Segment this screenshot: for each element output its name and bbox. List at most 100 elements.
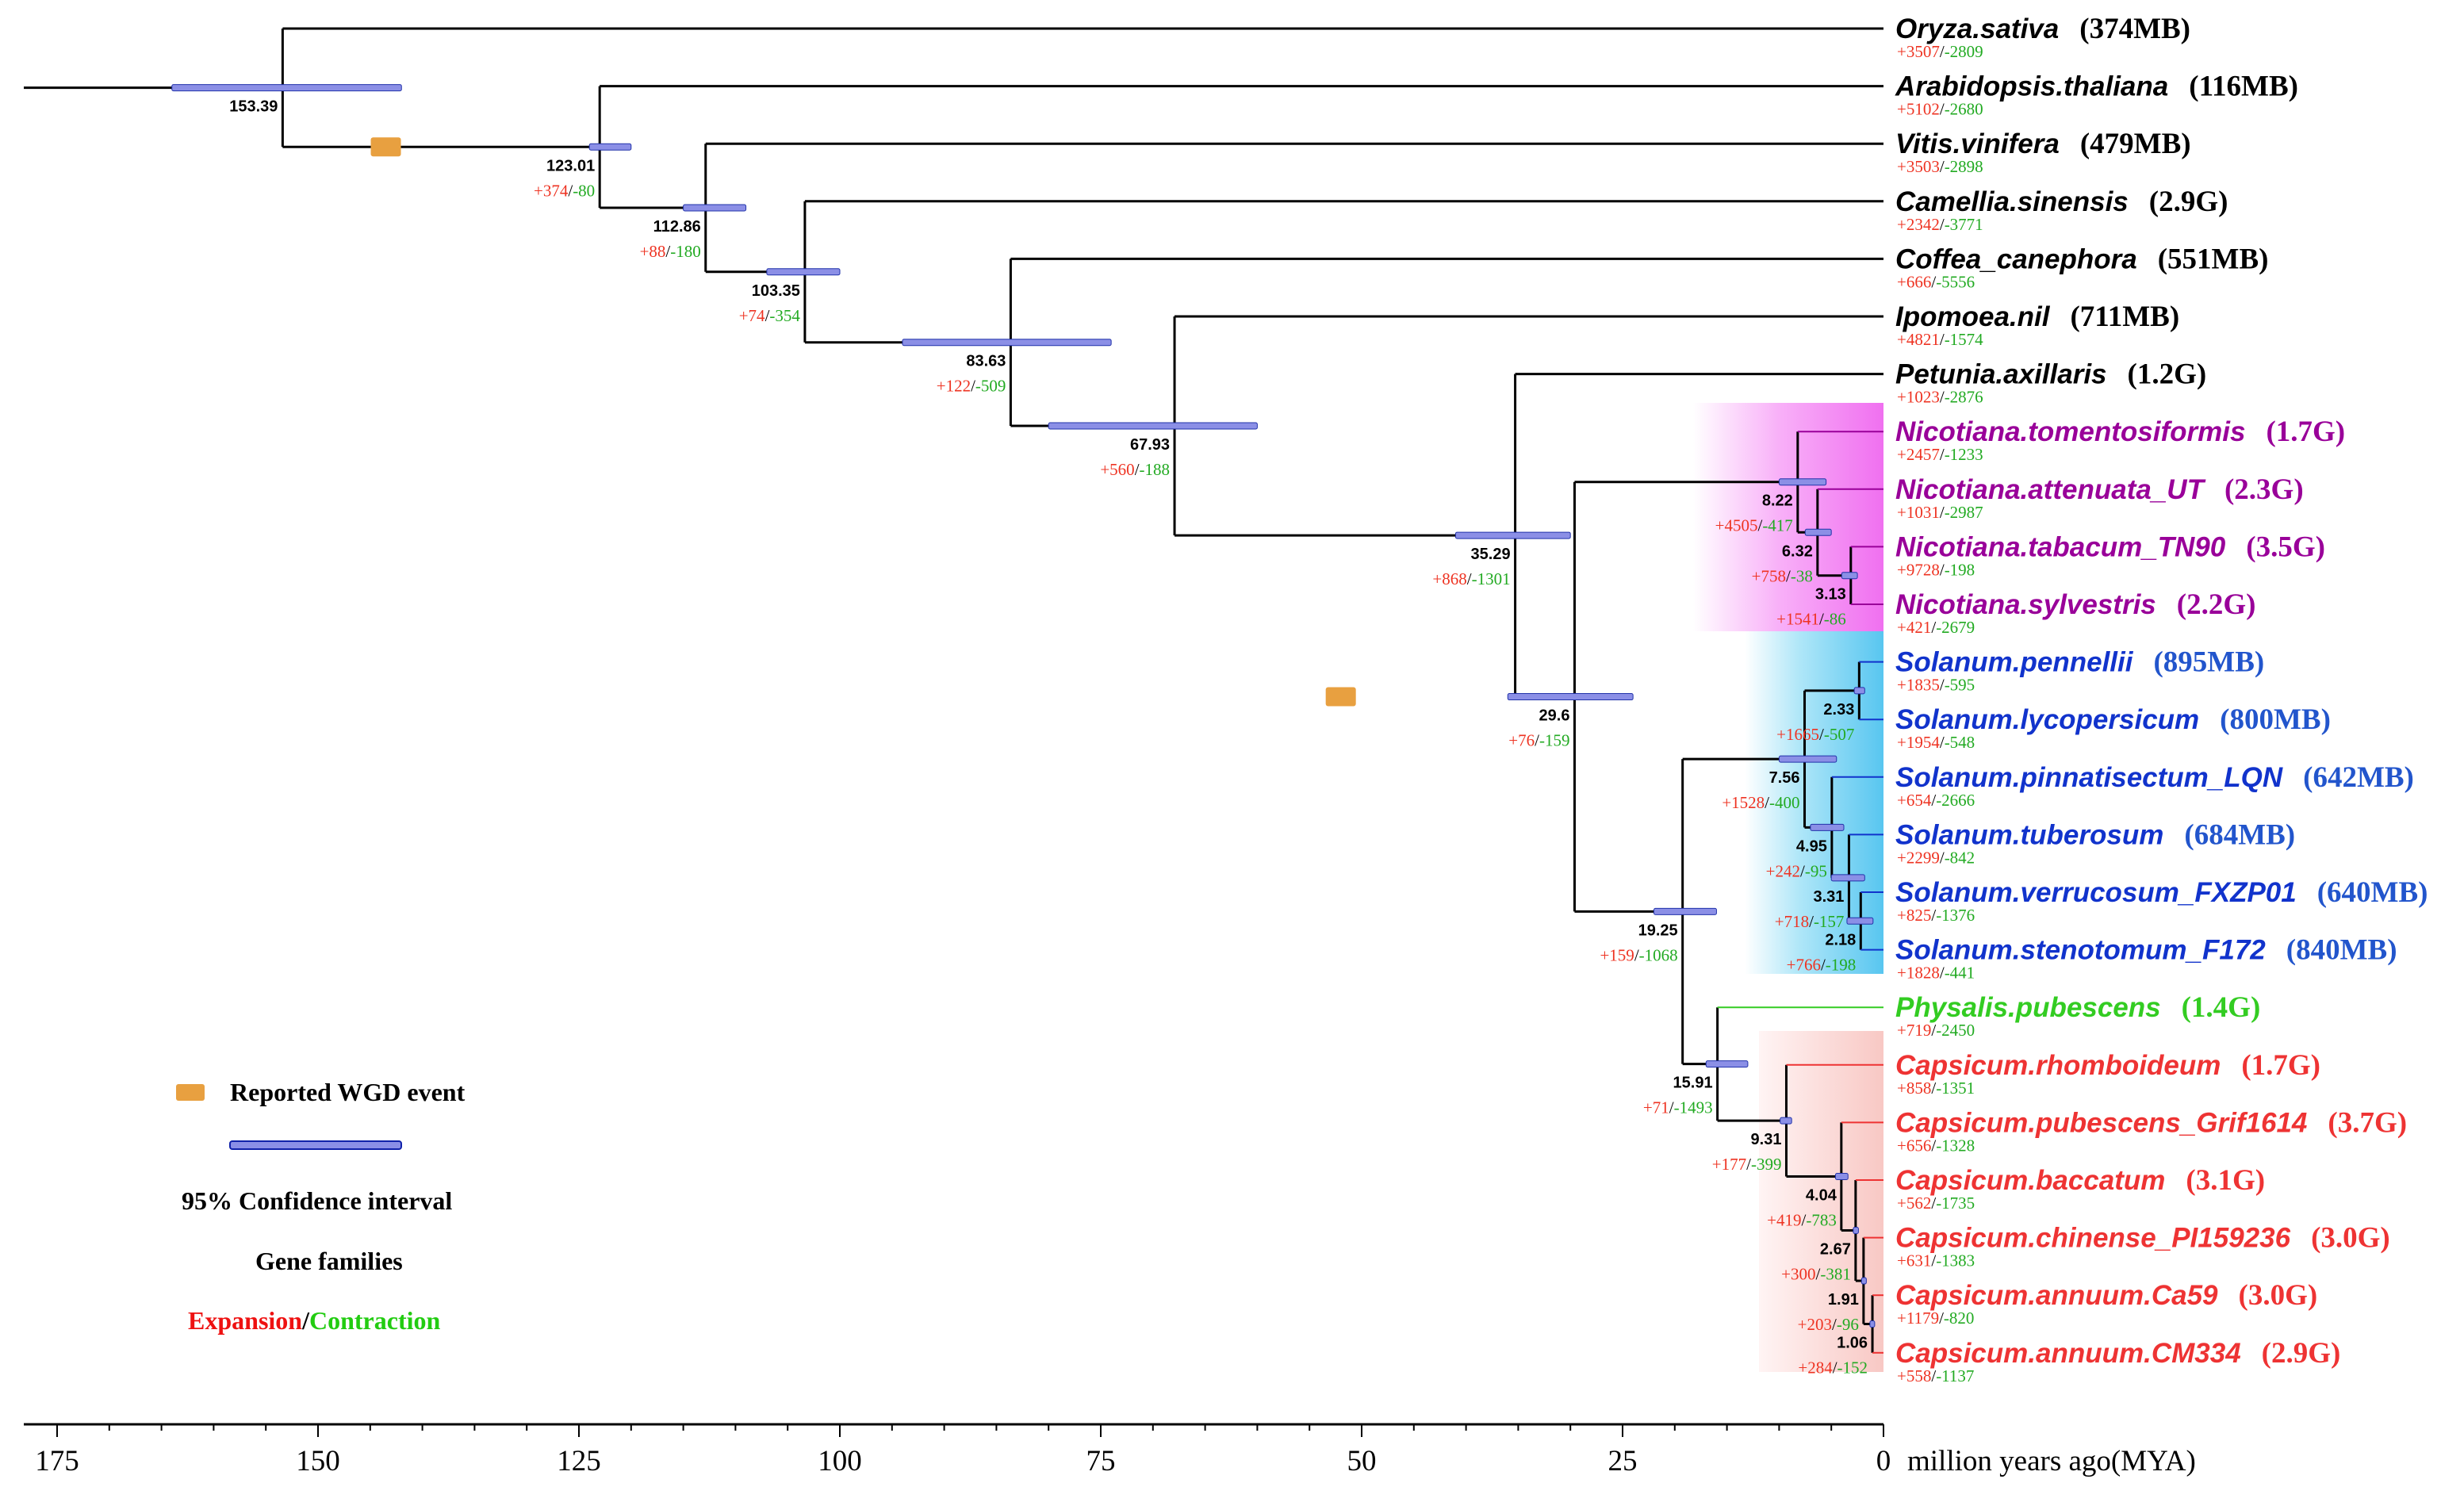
taxon-gene-families-6: +1023/-2876 xyxy=(1897,388,1983,407)
node-age-n7: 35.29 xyxy=(1471,546,1511,563)
taxon-gene-families-19: +656/-1328 xyxy=(1897,1136,1975,1155)
taxon-gene-families-8: +1031/-2987 xyxy=(1897,503,1983,522)
genome-size-17: (1.4G) xyxy=(2182,991,2261,1024)
legend-wgd-label: Reported WGD event xyxy=(230,1078,466,1106)
genome-size-20: (3.1G) xyxy=(2186,1164,2265,1197)
ci-bar-n1 xyxy=(171,84,402,92)
node-age-n9: 8.22 xyxy=(1762,492,1793,510)
taxon-name-20: Capsicum.baccatum xyxy=(1895,1165,2165,1196)
taxon-gene-families-2: +3503/-2898 xyxy=(1897,157,1983,176)
genome-size-19: (3.7G) xyxy=(2328,1106,2407,1139)
genome-size-0: (374MB) xyxy=(2079,13,2190,45)
node-gene-families-n4: +74/-354 xyxy=(739,306,801,325)
genome-size-4: (551MB) xyxy=(2158,243,2269,275)
taxon-gene-families-21: +631/-1383 xyxy=(1897,1251,1975,1270)
node-gene-families-n13: +1528/-400 xyxy=(1722,793,1799,812)
genome-size-9: (3.5G) xyxy=(2246,531,2325,563)
axis-tick-label-150: 150 xyxy=(296,1445,340,1477)
ci-bar-n6 xyxy=(1048,422,1258,430)
taxon-gene-families-22: +1179/-820 xyxy=(1897,1309,1974,1328)
node-age-n23: 1.06 xyxy=(1837,1335,1868,1352)
taxon-gene-families-4: +666/-5556 xyxy=(1897,272,1975,291)
ci-bar-n18 xyxy=(1846,917,1874,925)
genome-size-15: (640MB) xyxy=(2317,876,2428,909)
taxon-name-3: Camellia.sinensis xyxy=(1895,186,2129,217)
taxon-name-21: Capsicum.chinense_PI159236 xyxy=(1895,1223,2291,1254)
legend-wgd-swatch xyxy=(176,1084,205,1101)
wgd-markers xyxy=(370,137,1356,707)
genome-size-5: (711MB) xyxy=(2070,301,2179,333)
ci-bar-n5 xyxy=(902,339,1112,347)
taxon-name-12: Solanum.lycopersicum xyxy=(1895,704,2199,735)
genome-size-21: (3.0G) xyxy=(2311,1222,2390,1255)
node-age-n6: 67.93 xyxy=(1130,436,1170,454)
ci-bar-n12 xyxy=(1841,572,1858,580)
node-age-n19: 9.31 xyxy=(1751,1131,1782,1148)
node-age-n5: 83.63 xyxy=(966,353,1006,370)
ci-bar-n10 xyxy=(1653,907,1717,915)
ci-bar-n9 xyxy=(1778,478,1827,486)
taxon-name-19: Capsicum.pubescens_Grif1614 xyxy=(1895,1107,2307,1138)
node-age-n1: 153.39 xyxy=(229,98,278,116)
ci-bar-n22 xyxy=(1860,1277,1867,1285)
taxon-name-2: Vitis.vinifera xyxy=(1895,128,2060,159)
genome-size-10: (2.2G) xyxy=(2177,588,2256,621)
taxon-name-9: Nicotiana.tabacum_TN90 xyxy=(1895,531,2226,562)
node-gene-families-n19: +177/-399 xyxy=(1712,1155,1782,1174)
taxon-gene-families-18: +858/-1351 xyxy=(1897,1079,1975,1098)
taxon-gene-families-20: +562/-1735 xyxy=(1897,1194,1975,1213)
legend-ci-swatch xyxy=(229,1140,402,1150)
taxon-gene-families-3: +2342/-3771 xyxy=(1897,215,1983,234)
ci-bar-n3 xyxy=(683,204,747,212)
node-gene-families-n8: +76/-159 xyxy=(1508,731,1569,750)
genome-size-2: (479MB) xyxy=(2080,128,2191,160)
ci-bar-n20 xyxy=(1834,1172,1849,1180)
axis-tick-label-0: 0 xyxy=(1876,1445,1891,1477)
genome-size-1: (116MB) xyxy=(2189,71,2298,103)
node-gene-families-n5: +122/-509 xyxy=(937,377,1006,396)
axis-tick-label-125: 125 xyxy=(557,1445,601,1477)
node-gene-families-n17: +718/-157 xyxy=(1775,912,1845,931)
ci-bar-n16 xyxy=(1810,823,1845,831)
genome-size-14: (684MB) xyxy=(2184,818,2295,851)
ci-bar-n19 xyxy=(1780,1117,1792,1125)
axis-tick-label-25: 25 xyxy=(1608,1445,1638,1477)
taxon-gene-families-11: +1835/-595 xyxy=(1897,676,1975,695)
node-age-n4: 103.35 xyxy=(752,282,800,300)
genome-size-3: (2.9G) xyxy=(2149,186,2228,218)
ci-bar-n11 xyxy=(1804,528,1832,536)
legend-gene-families-label: Gene families xyxy=(255,1247,403,1275)
taxon-name-17: Physalis.pubescens xyxy=(1895,992,2161,1023)
taxon-name-13: Solanum.pinnatisectum_LQN xyxy=(1895,762,2283,793)
taxon-name-4: Coffea_canephora xyxy=(1895,243,2137,274)
taxon-name-14: Solanum.tuberosum xyxy=(1895,819,2163,850)
node-gene-families-n10: +159/-1068 xyxy=(1600,945,1677,964)
node-gene-families-n18: +766/-198 xyxy=(1787,955,1857,974)
axis-tick-label-175: 175 xyxy=(35,1445,79,1477)
taxon-gene-families-0: +3507/-2809 xyxy=(1897,42,1983,61)
node-gene-families-n6: +560/-188 xyxy=(1100,460,1170,479)
axis-tick-label-50: 50 xyxy=(1347,1445,1377,1477)
legend-contraction: Contraction xyxy=(309,1306,441,1335)
legend-ci-label: 95% Confidence interval xyxy=(182,1186,452,1215)
genome-size-6: (1.2G) xyxy=(2128,358,2207,391)
wgd-marker-1 xyxy=(370,137,401,157)
taxon-gene-families-7: +2457/-1233 xyxy=(1897,445,1983,464)
taxon-name-11: Solanum.pennellii xyxy=(1895,647,2134,678)
confidence-interval-bars xyxy=(171,84,1876,1328)
genome-size-23: (2.9G) xyxy=(2262,1337,2341,1370)
node-gene-families-n11: +758/-38 xyxy=(1752,566,1813,585)
axis-tick-label-75: 75 xyxy=(1086,1445,1116,1477)
time-axis: 175 150 125 100 75 50 25 0 million years ago(MYA… xyxy=(24,1423,2196,1477)
legend: Reported WGD event 95% Confidence interv… xyxy=(176,1078,466,1335)
node-age-n15: 2.33 xyxy=(1823,701,1854,719)
node-gene-families-n22: +203/-96 xyxy=(1798,1315,1859,1334)
node-age-n18: 2.18 xyxy=(1825,931,1856,948)
node-gene-families-n12: +1541/-86 xyxy=(1776,610,1846,629)
taxon-gene-families-5: +4821/-1574 xyxy=(1897,330,1983,349)
node-gene-families-n2: +374/-80 xyxy=(534,181,595,200)
taxon-gene-families-14: +2299/-842 xyxy=(1897,848,1975,867)
genome-size-12: (800MB) xyxy=(2220,703,2331,736)
wgd-marker-2 xyxy=(1325,687,1356,707)
